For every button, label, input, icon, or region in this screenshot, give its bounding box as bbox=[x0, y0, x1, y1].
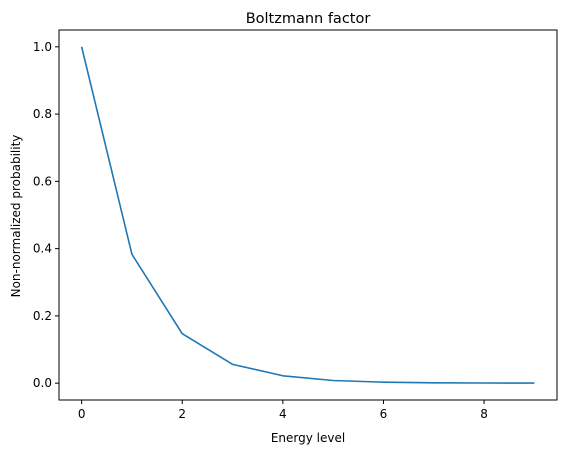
y-tick-label: 0.8 bbox=[33, 107, 52, 121]
y-tick-label: 0.0 bbox=[33, 376, 52, 390]
x-tick-label: 4 bbox=[279, 407, 287, 421]
y-tick-label: 1.0 bbox=[33, 40, 52, 54]
chart-title: Boltzmann factor bbox=[246, 11, 371, 27]
plot-area bbox=[59, 30, 557, 400]
y-axis-title: Non-normalized probability bbox=[9, 135, 23, 298]
x-tick-label: 6 bbox=[380, 407, 388, 421]
y-tick-label: 0.4 bbox=[33, 242, 52, 256]
x-axis-ticks: 0 2 4 6 8 bbox=[78, 400, 488, 421]
x-tick-label: 2 bbox=[178, 407, 186, 421]
x-tick-label: 8 bbox=[480, 407, 488, 421]
x-tick-label: 0 bbox=[78, 407, 86, 421]
y-axis-ticks: 0.0 0.2 0.4 0.6 0.8 1.0 bbox=[33, 40, 59, 390]
y-tick-label: 0.2 bbox=[33, 309, 52, 323]
y-tick-label: 0.6 bbox=[33, 174, 52, 188]
x-axis-title: Energy level bbox=[271, 431, 345, 445]
